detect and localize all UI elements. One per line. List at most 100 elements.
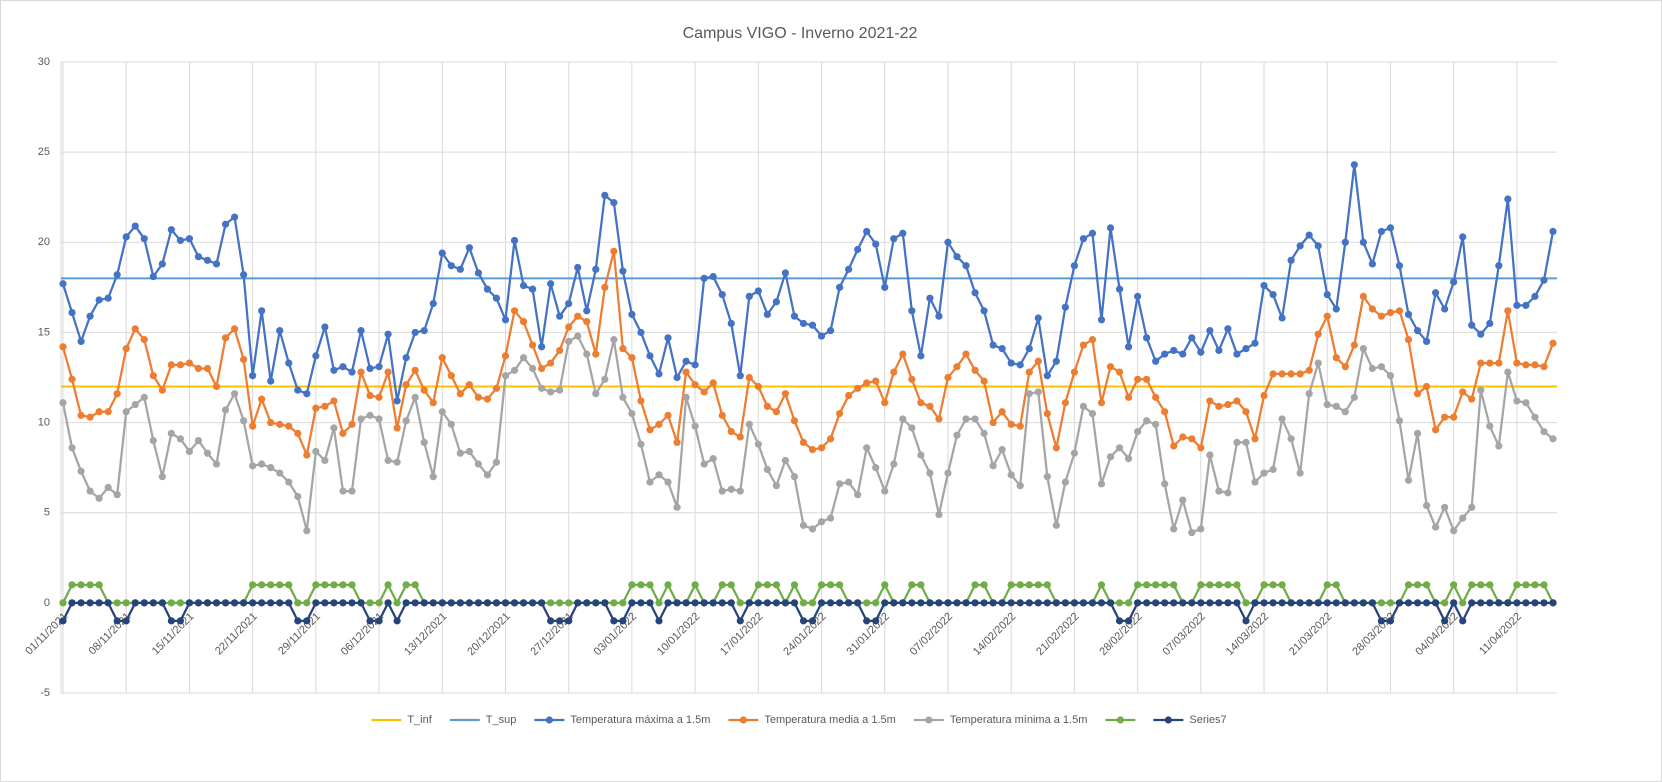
data-point — [339, 487, 347, 495]
data-point — [1323, 599, 1331, 607]
data-point — [962, 599, 970, 607]
data-point — [510, 599, 519, 607]
data-point — [294, 599, 302, 607]
data-point — [465, 381, 473, 389]
data-point — [1504, 368, 1512, 376]
data-point — [547, 359, 555, 367]
data-point — [59, 399, 67, 407]
data-point — [474, 269, 482, 277]
data-point — [700, 599, 708, 607]
data-point — [1206, 581, 1214, 589]
data-point — [944, 238, 952, 246]
data-point — [366, 599, 374, 607]
data-point — [1549, 227, 1557, 236]
data-point — [1134, 375, 1142, 383]
data-point — [267, 377, 275, 385]
data-point — [113, 599, 121, 607]
data-point — [312, 352, 320, 360]
data-point — [619, 267, 627, 275]
data-point — [1269, 581, 1277, 589]
data-point — [122, 617, 130, 625]
data-point — [492, 384, 501, 392]
data-point — [1504, 307, 1512, 315]
data-point — [1052, 357, 1060, 365]
data-point — [77, 337, 85, 346]
data-point — [1224, 400, 1232, 409]
data-point — [637, 581, 645, 589]
data-point — [1215, 581, 1223, 589]
legend-label: Temperatura media a 1.5m — [764, 714, 895, 726]
data-point — [646, 599, 654, 607]
data-point — [1161, 480, 1169, 488]
data-point — [899, 229, 907, 237]
data-point — [637, 328, 645, 337]
data-point — [1287, 599, 1295, 607]
data-point — [59, 599, 67, 607]
data-point — [528, 285, 537, 293]
data-point — [167, 617, 175, 625]
data-point — [1278, 314, 1286, 322]
data-point — [1522, 361, 1530, 369]
data-point — [1124, 455, 1133, 463]
data-point — [402, 381, 410, 389]
data-point — [935, 415, 943, 423]
data-point — [1450, 581, 1458, 589]
data-point — [1513, 599, 1521, 607]
data-point — [547, 599, 555, 607]
data-point — [1007, 471, 1015, 479]
data-point — [709, 455, 717, 463]
data-point — [1251, 435, 1259, 443]
data-point — [185, 599, 194, 607]
data-point — [1161, 599, 1169, 607]
data-point — [980, 307, 988, 315]
data-point — [1188, 599, 1196, 607]
data-point — [68, 444, 76, 452]
data-point — [908, 375, 916, 383]
data-point — [312, 404, 320, 412]
data-point — [538, 384, 546, 392]
data-point — [619, 599, 627, 607]
data-point — [1422, 382, 1431, 391]
data-point — [1260, 581, 1268, 589]
data-point — [718, 487, 726, 495]
data-point — [1305, 366, 1313, 374]
data-point — [1278, 370, 1286, 378]
data-point — [1170, 525, 1178, 533]
data-point — [872, 464, 880, 472]
data-point — [1368, 260, 1376, 268]
data-point — [402, 354, 410, 362]
data-point — [86, 599, 94, 607]
data-point — [492, 599, 501, 607]
data-point — [86, 413, 94, 421]
data-point — [185, 359, 194, 367]
data-point — [1115, 599, 1124, 607]
data-point — [483, 285, 492, 293]
data-point — [113, 271, 121, 279]
data-point — [1404, 581, 1413, 589]
data-point — [276, 420, 284, 428]
data-point — [1079, 402, 1088, 410]
data-point — [1152, 599, 1160, 607]
data-point — [836, 283, 844, 291]
data-point — [249, 599, 257, 607]
data-point — [492, 458, 501, 466]
data-point — [1441, 503, 1449, 511]
data-point — [1377, 312, 1386, 320]
data-point — [763, 310, 771, 318]
data-point — [718, 411, 726, 419]
data-point — [1404, 599, 1413, 607]
data-point — [1170, 599, 1178, 607]
data-point — [826, 581, 835, 589]
data-point — [1034, 599, 1042, 607]
data-point — [77, 599, 85, 607]
data-point — [1540, 276, 1548, 284]
data-point — [1278, 581, 1286, 589]
data-point — [330, 581, 338, 589]
data-point — [465, 447, 473, 456]
data-point — [1350, 341, 1358, 349]
data-point — [492, 294, 501, 302]
data-point — [104, 483, 112, 492]
data-point — [140, 393, 148, 401]
data-point — [1152, 357, 1160, 365]
data-point — [357, 327, 365, 335]
